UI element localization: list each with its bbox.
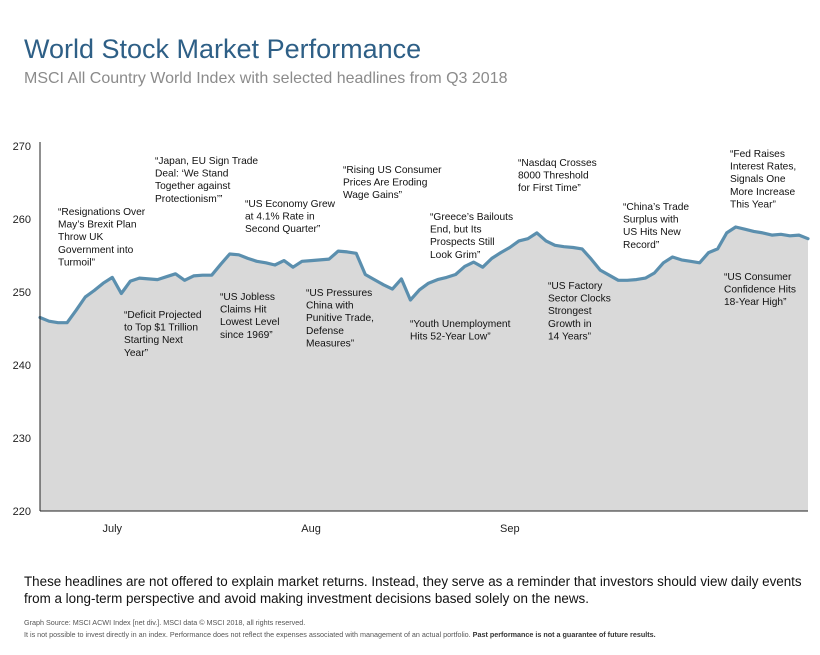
headline-annotation: “US Factory Sector Clocks Strongest Growth …	[548, 281, 611, 342]
headline-annotation: “Greece’s Bailouts End, but Its Prospects …	[430, 212, 513, 261]
graph-source: Graph Source: MSCI ACWI Index [net div.]…	[24, 618, 306, 627]
chart-area: 220 230 240 250 260 270 July Aug Sep “Resignatio…	[13, 141, 810, 535]
y-tick-label: 230	[13, 433, 31, 445]
footnote: These headlines are not offered to expla…	[24, 574, 802, 606]
y-tick-label: 250	[13, 287, 31, 299]
headline-annotation: “Youth Unemployment Hits 52-Year Low”	[410, 319, 511, 343]
headline-annotation: “US Pressures China with Punitive Trade, De…	[306, 288, 374, 349]
headline-annotation: “Resignations Over May’s Brexit Plan Throw…	[58, 207, 146, 268]
disclaimer: It is not possible to invest directly in…	[24, 630, 656, 639]
headline-annotation: “US Consumer Confidence Hits 18-Year High”	[724, 272, 796, 308]
headline-annotation: “Deficit Projected to Top $1 Trillion Star…	[124, 310, 202, 359]
x-tick-label: Aug	[301, 523, 321, 535]
y-tick-label: 240	[13, 360, 31, 372]
y-tick-label: 270	[13, 141, 31, 153]
y-tick-label: 260	[13, 214, 31, 226]
headline-annotation: “China’s Trade Surplus with US Hits New Rec…	[623, 202, 689, 251]
x-tick-label: July	[103, 523, 123, 535]
x-tick-label: Sep	[500, 523, 520, 535]
headline-annotation: “US Jobless Claims Hit Lowest Level since 1…	[220, 292, 279, 341]
chart-title: World Stock Market Performance	[24, 34, 422, 64]
disclaimer-text: It is not possible to invest directly in…	[24, 630, 471, 639]
series-area	[40, 227, 808, 511]
y-tick-label: 220	[13, 506, 31, 518]
chart-subtitle: MSCI All Country World Index with select…	[24, 70, 508, 87]
headline-annotation: “Nasdaq Crosses 8000 Threshold for First T…	[518, 158, 597, 194]
headline-annotation: “US Economy Grew at 4.1% Rate in Second Qu…	[245, 199, 336, 235]
series-line	[38, 225, 810, 325]
headline-annotation: “Fed Raises Interest Rates, Signals One Mor…	[730, 149, 796, 210]
headline-annotation: “Japan, EU Sign Trade Deal: ‘We Stand Toge…	[155, 156, 258, 205]
headline-annotation: “Rising US Consumer Prices Are Eroding Wag…	[343, 165, 442, 201]
disclaimer-bold: Past performance is not a guarantee of f…	[472, 630, 656, 639]
